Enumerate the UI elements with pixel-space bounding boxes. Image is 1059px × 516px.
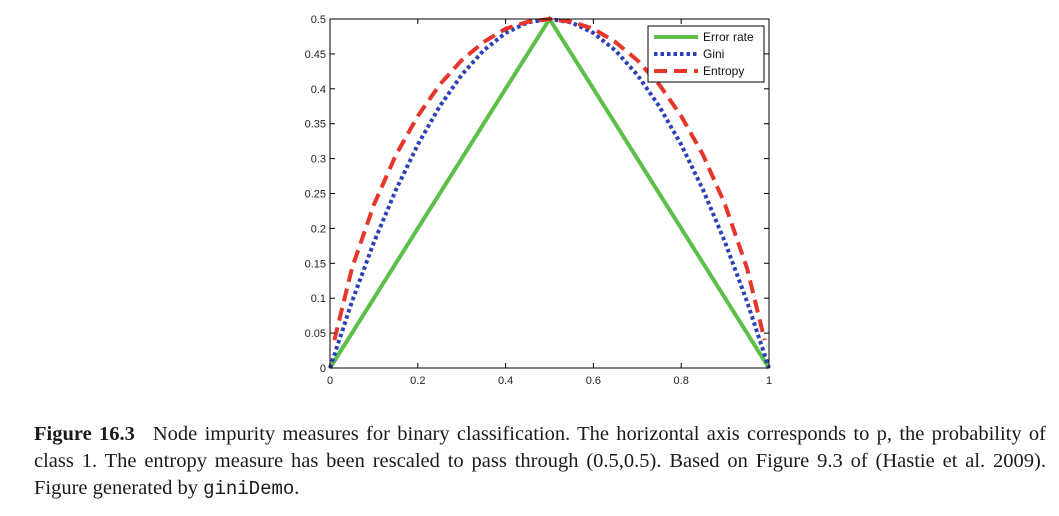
y-tick-label: 0.05 (305, 328, 326, 340)
legend-label: Entropy (703, 64, 744, 78)
caption-text: Node impurity measures for binary classi… (34, 423, 1046, 499)
y-tick-label: 0.5 (311, 14, 326, 26)
caption-code: giniDemo (203, 478, 295, 500)
y-tick-label: 0.15 (305, 258, 326, 270)
y-axis: 0 0.05 0.1 0.15 0.2 0.25 0.3 0.35 0.4 0.45 0.5 (305, 14, 769, 375)
figure-caption: Figure 16.3 Node impurity measures for bi… (34, 421, 1046, 503)
x-axis: 0 0.2 0.4 0.6 0.8 1 (327, 19, 772, 387)
x-tick-label: 0 (327, 375, 333, 387)
impurity-chart: 0 0.2 0.4 0.6 0.8 1 0 0.05 0.1 0.15 0.2 0.25 0.3 0.3… (305, 14, 772, 387)
x-tick-label: 0.8 (674, 375, 689, 387)
x-tick-label: 0.6 (586, 375, 601, 387)
caption-label: Figure 16.3 (34, 423, 135, 445)
y-tick-label: 0.1 (311, 293, 326, 305)
caption-end: . (294, 477, 300, 499)
legend-label: Error rate (703, 30, 754, 44)
y-tick-label: 0.2 (311, 223, 326, 235)
legend-label: Gini (703, 47, 724, 61)
y-tick-label: 0.3 (311, 154, 326, 166)
y-tick-label: 0.25 (305, 189, 326, 201)
x-tick-label: 0.4 (498, 375, 513, 387)
y-tick-label: 0.35 (305, 119, 326, 131)
y-tick-label: 0 (320, 363, 326, 375)
x-tick-label: 0.2 (410, 375, 425, 387)
y-tick-label: 0.4 (311, 84, 326, 96)
y-tick-label: 0.45 (305, 49, 326, 61)
legend: Error rate Gini Entropy (647, 25, 765, 83)
x-tick-label: 1 (766, 375, 772, 387)
